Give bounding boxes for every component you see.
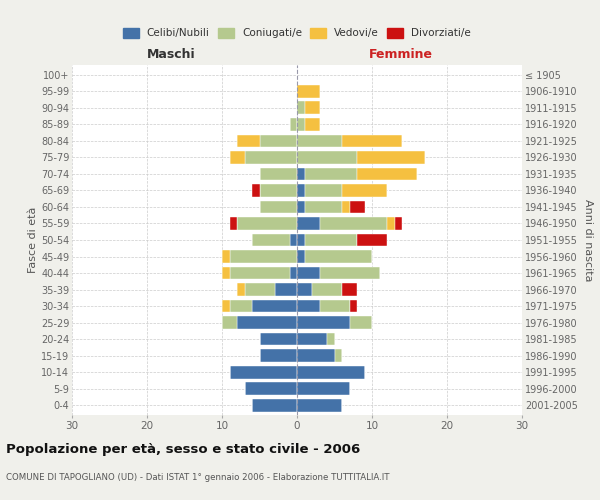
Bar [297,349,335,362]
Bar [342,200,349,213]
Bar [320,300,349,312]
Bar [349,200,365,213]
Y-axis label: Anni di nascita: Anni di nascita [583,198,593,281]
Bar [357,234,387,246]
Bar [245,283,275,296]
Bar [297,134,342,147]
Bar [297,283,312,296]
Bar [297,151,357,164]
Bar [245,382,297,395]
Bar [297,316,349,329]
Bar [312,283,342,296]
Y-axis label: Fasce di età: Fasce di età [28,207,38,273]
Bar [245,151,297,164]
Bar [229,266,290,280]
Bar [357,168,417,180]
Bar [297,300,320,312]
Bar [305,234,357,246]
Bar [297,366,365,378]
Bar [222,266,229,280]
Bar [252,184,260,197]
Text: Femmine: Femmine [368,48,433,62]
Bar [297,332,327,345]
Text: Maschi: Maschi [146,48,196,62]
Bar [305,250,372,263]
Bar [305,168,357,180]
Bar [275,283,297,296]
Bar [290,266,297,280]
Bar [357,151,425,164]
Bar [297,250,305,263]
Bar [387,217,395,230]
Bar [342,184,387,197]
Bar [229,250,297,263]
Bar [305,184,342,197]
Bar [222,316,237,329]
Bar [290,118,297,131]
Bar [395,217,402,230]
Bar [305,118,320,131]
Bar [297,234,305,246]
Bar [320,217,387,230]
Bar [305,200,342,213]
Bar [237,316,297,329]
Bar [297,85,320,98]
Bar [229,300,252,312]
Bar [252,234,290,246]
Bar [327,332,335,345]
Bar [297,102,305,114]
Bar [349,316,372,329]
Bar [342,283,357,296]
Legend: Celibi/Nubili, Coniugati/e, Vedovi/e, Divorziati/e: Celibi/Nubili, Coniugati/e, Vedovi/e, Di… [123,28,471,38]
Bar [297,382,349,395]
Bar [290,234,297,246]
Bar [260,332,297,345]
Bar [252,300,297,312]
Bar [260,349,297,362]
Bar [297,184,305,197]
Bar [229,217,237,230]
Bar [342,134,402,147]
Bar [297,266,320,280]
Bar [297,118,305,131]
Bar [222,250,229,263]
Bar [297,217,320,230]
Bar [297,168,305,180]
Bar [349,300,357,312]
Bar [229,151,245,164]
Bar [237,134,260,147]
Text: COMUNE DI TAPOGLIANO (UD) - Dati ISTAT 1° gennaio 2006 - Elaborazione TUTTITALIA: COMUNE DI TAPOGLIANO (UD) - Dati ISTAT 1… [6,472,389,482]
Bar [297,398,342,411]
Bar [260,134,297,147]
Bar [320,266,380,280]
Bar [237,217,297,230]
Bar [260,200,297,213]
Bar [305,102,320,114]
Bar [237,283,245,296]
Bar [260,168,297,180]
Bar [222,300,229,312]
Bar [297,200,305,213]
Text: Popolazione per età, sesso e stato civile - 2006: Popolazione per età, sesso e stato civil… [6,442,360,456]
Bar [252,398,297,411]
Bar [335,349,342,362]
Bar [229,366,297,378]
Bar [260,184,297,197]
